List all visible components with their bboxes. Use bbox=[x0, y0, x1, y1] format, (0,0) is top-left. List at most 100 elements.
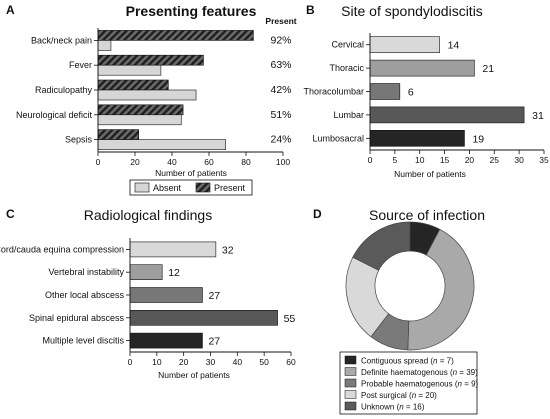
panel-d-plot: Contiguous spread (n = 7) Definite haemat… bbox=[344, 221, 479, 412]
panel-a-xtick-label: 100 bbox=[276, 157, 290, 167]
panel-a-title: Presenting features bbox=[126, 3, 257, 19]
panel-c-xtick-label: 50 bbox=[259, 357, 269, 367]
panel-d-legend-swatch bbox=[344, 390, 357, 399]
panel-b-value-label: 19 bbox=[472, 133, 484, 145]
panel-c-xtick-label: 10 bbox=[152, 357, 162, 367]
panel-a-bar-present bbox=[97, 104, 184, 116]
panel-c-bar bbox=[129, 332, 203, 349]
panel-b-xtick-label: 5 bbox=[392, 155, 397, 165]
panel-c-value-label: 27 bbox=[208, 290, 220, 302]
panel-c-title: Radiological findings bbox=[84, 207, 212, 223]
panel-c-value-label: 12 bbox=[168, 267, 180, 279]
panel-a-percent-label: 63% bbox=[270, 59, 291, 71]
panel-d-legend-swatch bbox=[344, 401, 357, 411]
panel-c-xtick-label: 0 bbox=[128, 357, 133, 367]
panel-c-bar bbox=[129, 264, 163, 281]
panel-c-value-label: 27 bbox=[208, 336, 220, 348]
panel-c-xtick-label: 30 bbox=[206, 357, 216, 367]
panel-a-bar-absent bbox=[97, 64, 162, 76]
panel-d-legend-box bbox=[339, 351, 478, 415]
panel-c-xtick-label: 60 bbox=[286, 357, 296, 367]
panel-b-category-label: Lumbar bbox=[333, 110, 364, 120]
panel-c-bar bbox=[129, 241, 217, 258]
panel-b-xtick-label: 15 bbox=[440, 155, 450, 165]
panel-b-title: Site of spondylodiscitis bbox=[341, 3, 483, 19]
panel-b-value-label: 31 bbox=[532, 110, 544, 122]
panel-c-category-label: Spinal epidural abscess bbox=[29, 313, 125, 323]
panel-a-category-label: Radiculopathy bbox=[35, 85, 93, 95]
panel-a-percent-label: 24% bbox=[270, 134, 291, 146]
panel-letter-b: B bbox=[306, 3, 315, 17]
panel-b-plot: Cervical 14 Thoracic 21 Thoracolumbar 6 Lumbar… bbox=[303, 33, 549, 165]
panel-b-bar bbox=[369, 130, 465, 147]
panel-c-xtick-label: 20 bbox=[179, 357, 189, 367]
panel-a-xlabel: Number of patients bbox=[155, 168, 227, 178]
panel-c-xtick-label: 40 bbox=[233, 357, 243, 367]
panel-b-value-label: 14 bbox=[448, 40, 460, 52]
panel-a-legend: Absent Present bbox=[129, 179, 253, 196]
panel-d-title: Source of infection bbox=[369, 207, 485, 223]
panel-a-bar-present bbox=[97, 79, 169, 91]
panel-b-xtick-label: 20 bbox=[465, 155, 475, 165]
panel-a-present-header: Present bbox=[265, 16, 296, 26]
panel-a-xtick-label: 80 bbox=[241, 157, 251, 167]
panel-c-bar bbox=[129, 309, 278, 326]
panel-a-category-label: Back/neck pain bbox=[31, 35, 92, 45]
panel-c-category-label: Multiple level discitis bbox=[42, 336, 124, 346]
panel-d-legend-swatch bbox=[344, 367, 357, 376]
panel-b-bar bbox=[369, 83, 401, 100]
panel-a-bar-absent bbox=[97, 139, 226, 150]
panel-a-bar-present bbox=[97, 30, 254, 41]
panel-b-bar bbox=[369, 59, 475, 77]
panel-a-category-label: Sepsis bbox=[65, 135, 93, 145]
panel-a-xtick-label: 40 bbox=[167, 157, 177, 167]
panel-a-bar-absent bbox=[97, 114, 182, 126]
panel-c-category-label: Other local abscess bbox=[45, 290, 125, 300]
panel-b-category-label: Cervical bbox=[331, 40, 364, 50]
legend-label-absent: Absent bbox=[153, 183, 182, 193]
panel-d-legend-label: Contiguous spread (n = 7) bbox=[361, 357, 454, 366]
panel-c-bar bbox=[129, 287, 203, 303]
legend-label-present: Present bbox=[214, 183, 246, 193]
panel-b-bar bbox=[369, 106, 525, 124]
panel-b-xtick-label: 35 bbox=[539, 155, 549, 165]
panel-a-percent-label: 92% bbox=[270, 34, 291, 46]
panel-c-plot: Cord/cauda equina compression 32 Vertebral… bbox=[0, 238, 296, 367]
panel-c-xlabel: Number of patients bbox=[158, 370, 230, 380]
panel-d-legend-label: Definite haematogenous (n = 39) bbox=[361, 368, 478, 377]
panel-c-category-label: Cord/cauda equina compression bbox=[0, 244, 124, 254]
panel-b-xtick-label: 30 bbox=[514, 155, 524, 165]
panel-c-value-label: 32 bbox=[222, 244, 234, 256]
panel-b-xtick-label: 0 bbox=[368, 155, 373, 165]
panel-d-legend-label: Post surgical (n = 20) bbox=[361, 391, 437, 400]
panel-a-bar-absent bbox=[97, 40, 112, 51]
legend-swatch-present bbox=[195, 182, 211, 193]
panel-a-legend-box bbox=[129, 179, 253, 196]
panel-a-xtick-label: 20 bbox=[130, 157, 140, 167]
panel-letter-a: A bbox=[6, 3, 15, 17]
panel-a-bar-present bbox=[97, 129, 140, 140]
panel-b-category-label: Lumbosacral bbox=[312, 133, 364, 143]
panel-a-category-label: Fever bbox=[69, 60, 92, 70]
panel-d-legend-label: Probable haematogenous (n = 9) bbox=[361, 380, 479, 389]
panel-d-legend-swatch bbox=[344, 378, 357, 388]
panel-b-category-label: Thoracic bbox=[329, 63, 364, 73]
panel-a-percent-label: 51% bbox=[270, 109, 291, 121]
panel-d-legend-label: Unknown (n = 16) bbox=[361, 403, 425, 412]
panel-b-xtick-label: 10 bbox=[415, 155, 425, 165]
panel-c-category-label: Vertebral instability bbox=[48, 267, 124, 277]
panel-letter-c: C bbox=[6, 207, 15, 221]
panel-c-value-label: 55 bbox=[284, 313, 296, 325]
panel-a-plot: Back/neck pain 92% Fever 63% Radiculopathy 42… bbox=[16, 28, 292, 167]
panel-b-xlabel: Number of patients bbox=[394, 169, 466, 179]
panel-b-bar bbox=[369, 36, 440, 54]
panel-a-percent-label: 42% bbox=[270, 84, 291, 96]
panel-b-xtick-label: 25 bbox=[490, 155, 500, 165]
panel-a-xtick-label: 60 bbox=[204, 157, 214, 167]
panel-a-xtick-label: 0 bbox=[96, 157, 101, 167]
panel-d-slice bbox=[407, 228, 475, 351]
panel-a-bar-absent bbox=[97, 89, 197, 101]
panel-d-legend-swatch bbox=[344, 355, 357, 365]
panel-letter-d: D bbox=[313, 207, 322, 221]
